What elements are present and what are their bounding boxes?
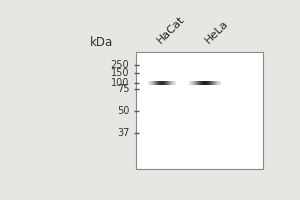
Text: HeLa: HeLa: [204, 18, 231, 46]
Text: 250: 250: [111, 60, 129, 70]
Text: 100: 100: [111, 78, 129, 88]
Text: kDa: kDa: [90, 36, 113, 49]
Text: HaCat: HaCat: [155, 14, 186, 46]
Text: 75: 75: [117, 84, 129, 94]
Text: 150: 150: [111, 68, 129, 78]
Text: 37: 37: [117, 128, 129, 138]
Text: 50: 50: [117, 106, 129, 116]
Bar: [136, 52, 263, 169]
